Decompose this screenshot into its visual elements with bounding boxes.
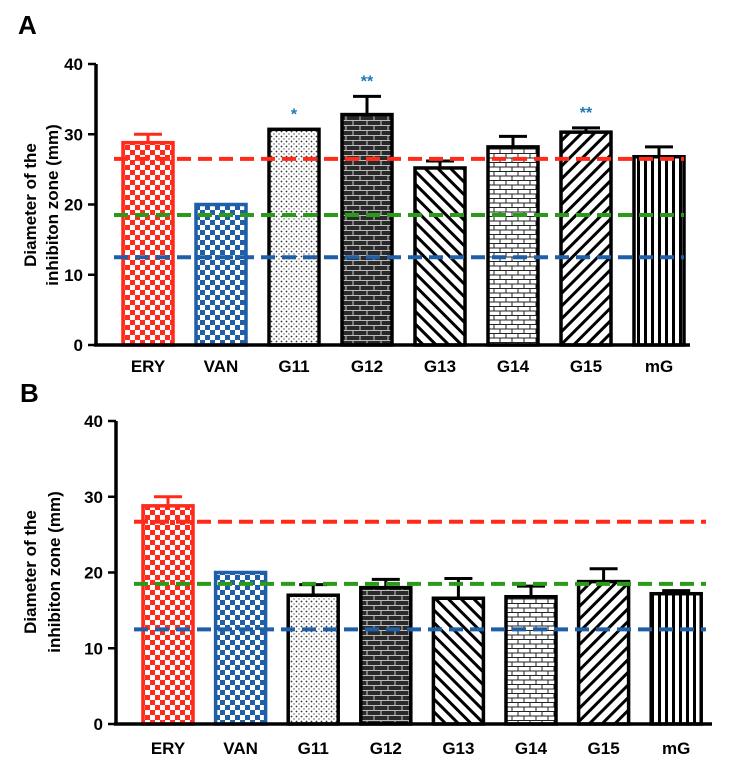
bar-a-van	[194, 202, 248, 347]
y-tick-label-b-1: 10	[84, 639, 103, 658]
x-tick-label-b-mg: mG	[662, 739, 690, 758]
bar-b-ery	[141, 504, 195, 726]
bar-a-ery	[121, 140, 175, 347]
significance-a-g12: **	[361, 73, 374, 90]
bar-b-g14	[504, 594, 558, 726]
significance-a-g15: **	[580, 105, 593, 122]
y-axis-title-a-line1: Diameter of the	[21, 143, 40, 267]
x-tick-label-b-g15: G15	[588, 739, 620, 758]
bar-b-g11	[286, 593, 340, 726]
x-tick-label-a-van: VAN	[204, 357, 239, 376]
x-tick-label-a-g13: G13	[424, 357, 456, 376]
y-tick-label-b-4: 40	[84, 412, 103, 431]
x-tick-label-a-g14: G14	[497, 357, 530, 376]
y-tick-label-a-2: 20	[64, 196, 83, 215]
bar-a-mg	[632, 154, 686, 347]
panel-b-plot: 0 10 20 30 40 ERY VAN G11 G12 G13 G14 G15 mG	[84, 412, 712, 758]
x-tick-label-b-g11: G11	[298, 739, 329, 758]
bar-b-g15	[576, 579, 631, 726]
x-tick-label-a-ery: ERY	[131, 357, 166, 376]
y-tick-label-b-0: 0	[94, 715, 103, 734]
x-tick-label-a-g12: G12	[351, 357, 383, 376]
x-tick-label-b-g14: G14	[515, 739, 548, 758]
bar-b-mg	[649, 591, 703, 726]
x-tick-label-b-g12: G12	[370, 739, 402, 758]
bar-a-g12	[340, 112, 394, 347]
y-tick-label-a-3: 30	[64, 125, 83, 144]
bar-a-g15	[559, 130, 613, 347]
y-tick-label-a-4: 40	[64, 55, 83, 74]
bar-b-van	[213, 570, 268, 726]
y-tick-label-a-1: 10	[64, 266, 83, 285]
x-tick-label-a-g11: G11	[278, 357, 309, 376]
y-axis-title-b-line2: inhibiton zone (mm)	[45, 491, 64, 652]
y-axis-title-a-line2: inhibiton zone (mm)	[43, 124, 62, 285]
y-tick-label-a-0: 0	[74, 336, 83, 355]
panel-b-label: B	[20, 378, 39, 408]
x-tick-label-a-g15: G15	[570, 357, 602, 376]
panel-a-label: A	[18, 10, 37, 40]
y-tick-label-b-3: 30	[84, 488, 103, 507]
y-axis-title-b-line1: Diameter of the	[21, 510, 40, 634]
bar-a-g11	[267, 127, 321, 347]
x-tick-label-b-g13: G13	[442, 739, 474, 758]
bar-b-g13	[431, 596, 486, 726]
significance-a-g11: *	[291, 106, 298, 123]
x-tick-label-b-ery: ERY	[151, 739, 186, 758]
y-tick-label-b-2: 20	[84, 564, 103, 583]
bar-b-g12	[359, 585, 413, 726]
panel-a-plot: 0 10 20 30 40 ERY VAN * G11 ** G12 G13 G14 ** G15 mG	[64, 55, 690, 376]
x-tick-label-a-mg: mG	[645, 357, 673, 376]
bar-a-g14	[486, 145, 540, 347]
x-tick-label-b-van: VAN	[223, 739, 258, 758]
